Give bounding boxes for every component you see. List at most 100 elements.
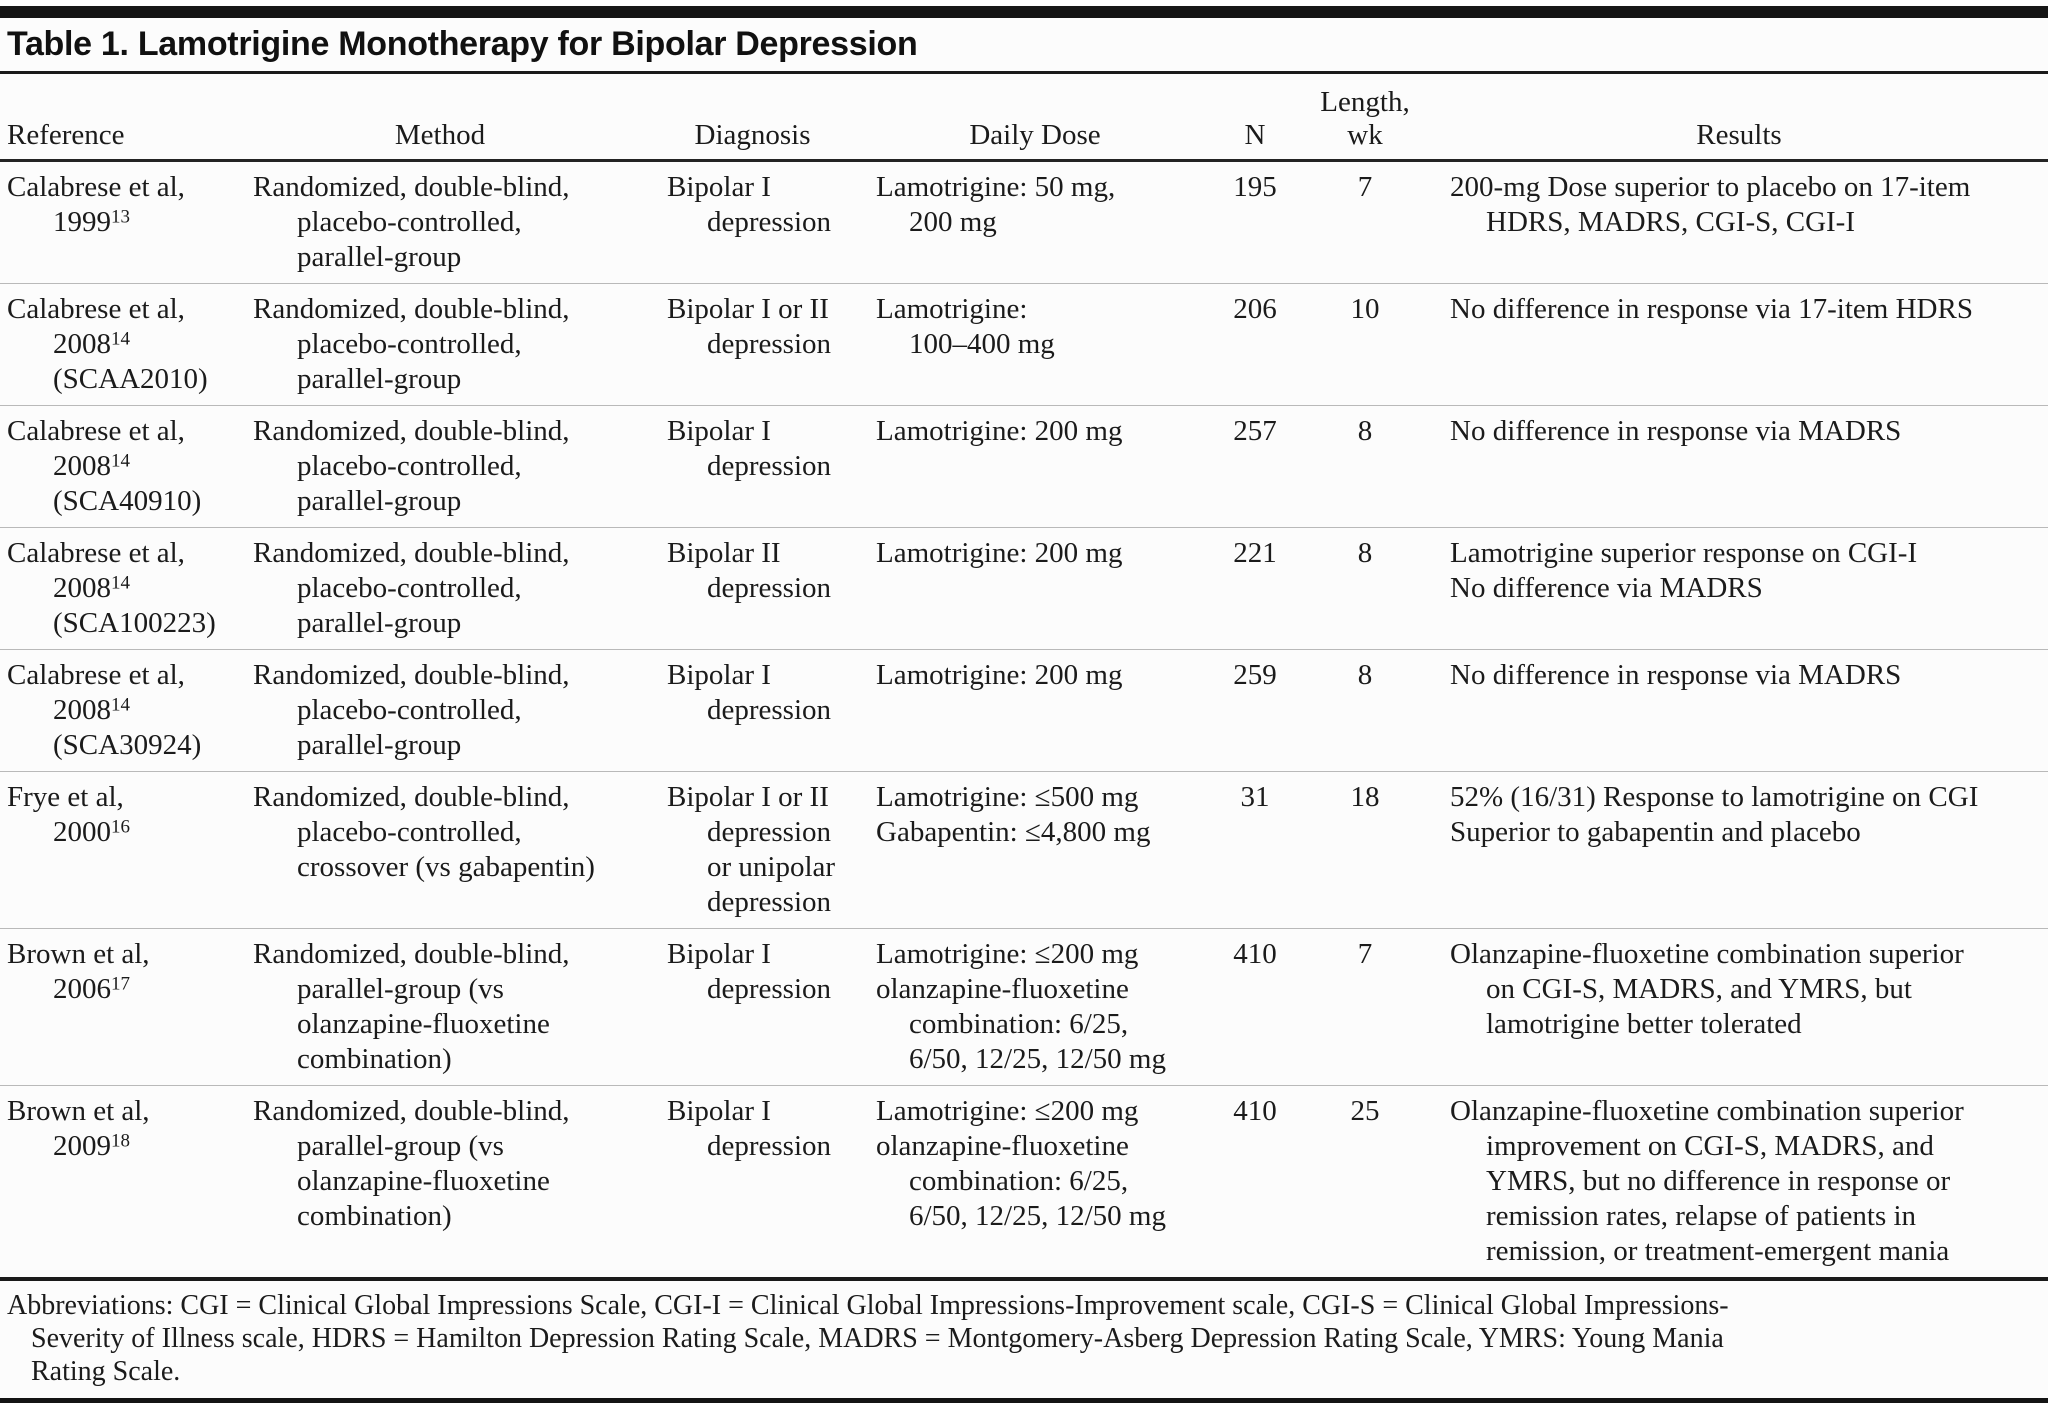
cell-reference: Calabrese et al, 200814 (SCA100223) bbox=[0, 528, 235, 650]
cell-line: olanzapine-fluoxetine bbox=[876, 973, 1129, 1005]
cell-daily-dose: Lamotrigine: 50 mg, 200 mg bbox=[860, 161, 1210, 284]
cell-daily-dose: Lamotrigine: ≤200 mg olanzapine-fluoxetin… bbox=[860, 1086, 1210, 1280]
cell-line: Randomized, double-blind, bbox=[253, 293, 570, 325]
reference-superscript: 14 bbox=[111, 450, 130, 472]
cell-line: 200617 bbox=[53, 973, 130, 1005]
cell-daily-dose: Lamotrigine: ≤500 mg Gabapentin: ≤4,800 m… bbox=[860, 772, 1210, 929]
cell-results: 52% (16/31) Response to lamotrigine on C… bbox=[1430, 772, 2048, 929]
header-row: Reference Method Diagnosis Daily Dose N … bbox=[0, 74, 2048, 162]
cell-line: Bipolar I bbox=[667, 938, 771, 970]
cell-line: combination: 6/25, bbox=[909, 1165, 1129, 1197]
cell-line: parallel-group bbox=[297, 485, 462, 517]
cell-n: 221 bbox=[1233, 537, 1277, 569]
cell-method: Randomized, double-blind, placebo-control… bbox=[235, 772, 645, 929]
cell-reference: Calabrese et al, 200814 (SCA40910) bbox=[0, 406, 235, 528]
col-header-results: Results bbox=[1430, 74, 2048, 162]
cell-line: Randomized, double-blind, bbox=[253, 171, 570, 203]
col-header-length-line1: Length, bbox=[1320, 86, 1410, 118]
cell-line: Lamotrigine superior response on CGI-I bbox=[1450, 537, 1918, 569]
cell-line: on CGI-S, MADRS, and YMRS, but bbox=[1486, 973, 1912, 1005]
cell-line: (SCA100223) bbox=[53, 607, 216, 639]
cell-line: 200814 bbox=[53, 694, 130, 726]
cell-line: depression bbox=[707, 206, 832, 238]
cell-line: placebo-controlled, bbox=[297, 694, 522, 726]
cell-length-wk: 18 bbox=[1350, 781, 1380, 813]
cell-line: depression bbox=[707, 816, 832, 848]
col-header-daily-dose: Daily Dose bbox=[860, 74, 1210, 162]
cell-line: Bipolar I or II bbox=[667, 781, 829, 813]
footnote-line: Severity of Illness scale, HDRS = Hamilt… bbox=[31, 1323, 1724, 1354]
cell-method: Randomized, double-blind, placebo-control… bbox=[235, 528, 645, 650]
cell-daily-dose: Lamotrigine: 200 mg bbox=[860, 406, 1210, 528]
cell-method: Randomized, double-blind, parallel-group … bbox=[235, 1086, 645, 1280]
cell-length-wk: 8 bbox=[1357, 537, 1373, 569]
reference-superscript: 18 bbox=[111, 1130, 130, 1152]
cell-n: 259 bbox=[1233, 659, 1277, 691]
top-border-bar bbox=[0, 6, 2048, 18]
cell-length-wk: 10 bbox=[1350, 293, 1380, 325]
cell-reference: Calabrese et al, 200814 (SCAA2010) bbox=[0, 284, 235, 406]
table-row: Brown et al, 200918 Randomized, double-bli… bbox=[0, 1086, 2048, 1280]
cell-line: depression bbox=[707, 886, 832, 918]
cell-line: Randomized, double-blind, bbox=[253, 537, 570, 569]
cell-line: Bipolar I or II bbox=[667, 293, 829, 325]
cell-line: Olanzapine-fluoxetine combination superi… bbox=[1450, 938, 1964, 970]
cell-method: Randomized, double-blind, parallel-group … bbox=[235, 929, 645, 1086]
cell-daily-dose: Lamotrigine: 200 mg bbox=[860, 528, 1210, 650]
cell-line: Frye et al, bbox=[7, 781, 124, 813]
cell-line: parallel-group bbox=[297, 241, 462, 273]
reference-superscript: 13 bbox=[111, 206, 130, 228]
cell-results: No difference in response via MADRS bbox=[1430, 650, 2048, 772]
cell-line: olanzapine-fluoxetine bbox=[297, 1165, 550, 1197]
cell-line: Randomized, double-blind, bbox=[253, 1095, 570, 1127]
cell-results: Olanzapine-fluoxetine combination superi… bbox=[1430, 929, 2048, 1086]
cell-line: Bipolar I bbox=[667, 171, 771, 203]
cell-line: Bipolar I bbox=[667, 1095, 771, 1127]
col-header-diagnosis: Diagnosis bbox=[645, 74, 860, 162]
reference-superscript: 14 bbox=[111, 694, 130, 716]
cell-n: 257 bbox=[1233, 415, 1277, 447]
cell-n: 31 bbox=[1240, 781, 1270, 813]
cell-line: depression bbox=[707, 572, 832, 604]
cell-line: Bipolar I bbox=[667, 659, 771, 691]
cell-line: 200918 bbox=[53, 1130, 130, 1162]
cell-results: 200-mg Dose superior to placebo on 17-it… bbox=[1430, 161, 2048, 284]
cell-results: No difference in response via 17-item HD… bbox=[1430, 284, 2048, 406]
cell-line: 199913 bbox=[53, 206, 130, 238]
cell-length-wk: 8 bbox=[1357, 415, 1373, 447]
cell-line: parallel-group (vs bbox=[297, 973, 504, 1005]
cell-line: Calabrese et al, bbox=[7, 537, 185, 569]
cell-line: remission rates, relapse of patients in bbox=[1486, 1200, 1917, 1232]
cell-line: Superior to gabapentin and placebo bbox=[1450, 816, 1861, 848]
cell-line: Randomized, double-blind, bbox=[253, 415, 570, 447]
cell-line: placebo-controlled, bbox=[297, 328, 522, 360]
monotherapy-table: Reference Method Diagnosis Daily Dose N … bbox=[0, 74, 2048, 1281]
cell-line: 100–400 mg bbox=[909, 328, 1055, 360]
cell-line: Lamotrigine: ≤500 mg bbox=[876, 781, 1139, 813]
cell-line: placebo-controlled, bbox=[297, 816, 522, 848]
cell-line: depression bbox=[707, 450, 832, 482]
cell-line: remission, or treatment-emergent mania bbox=[1486, 1235, 1950, 1267]
cell-line: parallel-group bbox=[297, 607, 462, 639]
cell-line: Lamotrigine: 50 mg, bbox=[876, 171, 1116, 203]
cell-n: 410 bbox=[1233, 938, 1277, 970]
cell-line: 200-mg Dose superior to placebo on 17-it… bbox=[1450, 171, 1971, 203]
cell-results: No difference in response via MADRS bbox=[1430, 406, 2048, 528]
cell-line: placebo-controlled, bbox=[297, 572, 522, 604]
cell-daily-dose: Lamotrigine: 200 mg bbox=[860, 650, 1210, 772]
col-header-length-wk: Length, wk bbox=[1300, 74, 1430, 162]
cell-line: combination: 6/25, bbox=[909, 1008, 1129, 1040]
cell-line: placebo-controlled, bbox=[297, 206, 522, 238]
cell-line: depression bbox=[707, 694, 832, 726]
cell-line: 200814 bbox=[53, 328, 130, 360]
cell-line: olanzapine-fluoxetine bbox=[876, 1130, 1129, 1162]
cell-reference: Brown et al, 200617 bbox=[0, 929, 235, 1086]
cell-method: Randomized, double-blind, placebo-control… bbox=[235, 284, 645, 406]
cell-method: Randomized, double-blind, placebo-control… bbox=[235, 650, 645, 772]
cell-line: 6/50, 12/25, 12/50 mg bbox=[909, 1043, 1166, 1075]
cell-reference: Brown et al, 200918 bbox=[0, 1086, 235, 1280]
